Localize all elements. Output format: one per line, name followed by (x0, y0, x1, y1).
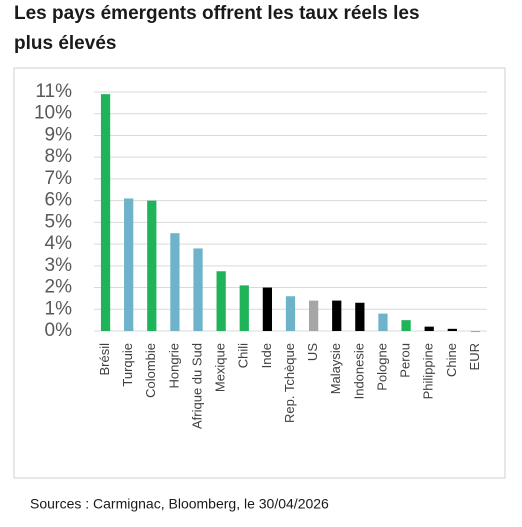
x-tick-label: Turquie (120, 343, 135, 387)
bar (147, 200, 157, 331)
x-tick-label: Chili (236, 343, 251, 368)
y-tick-label: 1% (45, 298, 73, 319)
y-tick-label: 2% (45, 277, 73, 298)
y-tick-label: 6% (45, 190, 73, 211)
chart-title: plus élevés (14, 33, 116, 54)
bar (332, 300, 342, 331)
bar (100, 94, 111, 331)
x-tick-label: Rep. Tchèque (282, 343, 297, 423)
y-tick-label: 10% (34, 103, 72, 124)
y-tick-label: 0% (45, 320, 73, 341)
bar (308, 300, 319, 331)
x-tick-label: Afrique du Sud (189, 343, 204, 429)
x-tick-label: Perou (398, 343, 413, 378)
bar (355, 302, 365, 331)
y-tick-label: 3% (45, 255, 73, 276)
x-tick-label: Brésil (97, 343, 112, 376)
bar (285, 296, 296, 331)
bar (216, 271, 226, 331)
x-tick-label: Malaysie (328, 343, 343, 394)
x-tick-label: Indonesie (351, 343, 366, 399)
bar (262, 287, 273, 331)
bar (378, 313, 388, 331)
y-tick-label: 4% (45, 233, 73, 254)
bar (401, 320, 411, 331)
x-tick-label: US (305, 343, 320, 361)
x-tick-label: EUR (467, 343, 482, 370)
y-tick-label: 9% (45, 124, 73, 145)
bar (239, 285, 249, 331)
bar (424, 326, 434, 331)
bar (447, 328, 457, 331)
source-note: Sources : Carmignac, Bloomberg, le 30/04… (30, 496, 329, 512)
y-tick-label: 11% (35, 81, 72, 102)
x-tick-label: Pologne (374, 343, 389, 391)
x-tick-label: Mexique (213, 343, 228, 392)
y-tick-label: 5% (45, 211, 73, 232)
x-tick-label: Hongrie (166, 343, 181, 389)
bar (193, 248, 203, 331)
chart-title: Les pays émergents offrent les taux réel… (14, 3, 420, 24)
x-tick-label: Inde (259, 343, 274, 368)
x-tick-label: Philippine (421, 343, 436, 399)
x-tick-label: Chine (444, 343, 459, 377)
bar (124, 198, 134, 331)
x-tick-label: Colombie (143, 343, 158, 398)
chart-frame (13, 67, 506, 479)
bar (170, 233, 180, 331)
bar (470, 331, 481, 333)
y-tick-label: 7% (45, 168, 73, 189)
y-tick-label: 8% (45, 146, 73, 167)
